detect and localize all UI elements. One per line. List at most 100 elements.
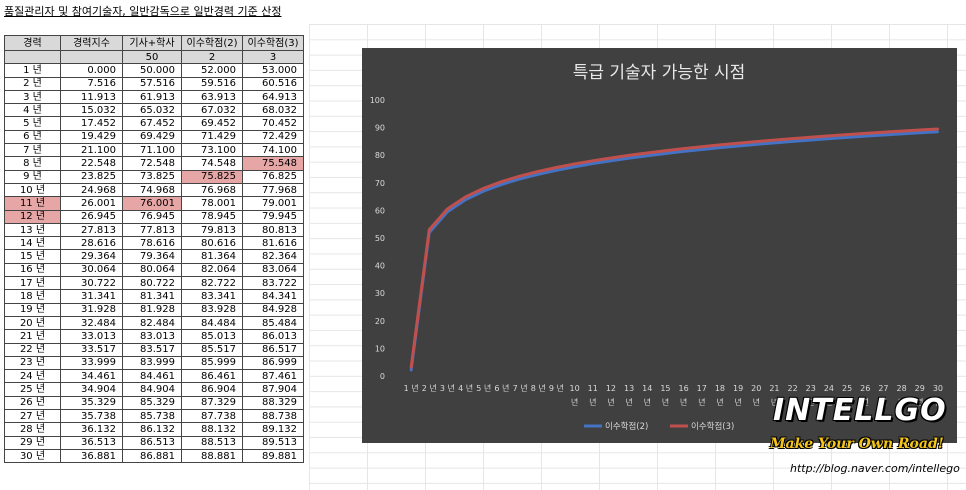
table-cell[interactable]: 74.100 [242,143,304,158]
table-cell[interactable]: 26.945 [60,209,123,224]
table-cell[interactable]: 11.913 [60,89,123,105]
table-cell[interactable]: 71.100 [122,143,182,158]
header-cell[interactable]: 이수학점(3) [242,35,304,51]
table-cell[interactable]: 33.517 [60,342,123,357]
table-cell[interactable]: 67.452 [122,116,182,131]
table-cell[interactable]: 59.516 [181,76,243,91]
header-cell[interactable]: 3 [242,49,304,65]
table-cell[interactable]: 81.341 [122,289,182,304]
table-cell[interactable]: 83.064 [242,262,304,278]
table-cell[interactable]: 61.913 [122,89,182,105]
table-cell[interactable]: 64.913 [242,89,304,105]
table-cell[interactable]: 15 년 [4,249,61,264]
table-cell[interactable]: 75.825 [181,169,243,184]
table-cell[interactable]: 7 년 [4,143,61,158]
table-cell[interactable]: 79.364 [122,249,182,264]
header-cell[interactable]: 기사+학사 [122,35,182,51]
table-cell[interactable]: 57.516 [122,76,182,91]
table-cell[interactable]: 29.364 [60,249,123,264]
table-cell[interactable]: 74.548 [181,156,243,171]
table-cell[interactable]: 77.813 [122,222,182,238]
table-cell[interactable]: 13 년 [4,222,61,238]
table-cell[interactable]: 89.513 [242,435,304,450]
table-cell[interactable]: 34.461 [60,369,123,384]
table-cell[interactable]: 85.517 [181,342,243,357]
table-cell[interactable]: 89.881 [242,448,304,464]
table-cell[interactable]: 86.013 [242,329,304,344]
table-cell[interactable]: 80.813 [242,222,304,238]
table-cell[interactable]: 50.000 [122,63,182,78]
table-cell[interactable]: 26.001 [60,196,123,211]
table-cell[interactable]: 85.013 [181,329,243,344]
table-cell[interactable]: 87.329 [181,395,243,411]
table-cell[interactable]: 84.461 [122,369,182,384]
table-cell[interactable]: 79.813 [181,222,243,238]
table-cell[interactable]: 87.904 [242,382,304,397]
table-cell[interactable]: 74.968 [122,182,182,198]
table-cell[interactable]: 3 년 [4,89,61,105]
table-cell[interactable]: 31.928 [60,302,123,317]
table-cell[interactable]: 73.100 [181,143,243,158]
header-cell[interactable] [4,49,61,65]
table-cell[interactable]: 76.968 [181,182,243,198]
table-cell[interactable]: 11 년 [4,196,61,211]
table-cell[interactable]: 85.329 [122,395,182,411]
table-cell[interactable]: 87.461 [242,369,304,384]
table-cell[interactable]: 82.364 [242,249,304,264]
table-cell[interactable]: 81.616 [242,236,304,251]
table-cell[interactable]: 8 년 [4,156,61,171]
table-cell[interactable]: 86.517 [242,342,304,357]
table-cell[interactable]: 24 년 [4,369,61,384]
table-cell[interactable]: 89.132 [242,422,304,437]
table-cell[interactable]: 16 년 [4,262,61,278]
table-cell[interactable]: 14 년 [4,236,61,251]
table-cell[interactable]: 17 년 [4,276,61,291]
table-cell[interactable]: 84.904 [122,382,182,397]
table-cell[interactable]: 33.013 [60,329,123,344]
table-cell[interactable]: 83.013 [122,329,182,344]
table-cell[interactable]: 0.000 [60,63,123,78]
header-cell[interactable]: 경력 [4,35,61,51]
table-cell[interactable]: 52.000 [181,63,243,78]
table-cell[interactable]: 27 년 [4,409,61,424]
table-cell[interactable]: 73.825 [122,169,182,184]
table-cell[interactable]: 69.452 [181,116,243,131]
table-cell[interactable]: 88.513 [181,435,243,450]
table-cell[interactable]: 88.738 [242,409,304,424]
table-cell[interactable]: 86.881 [122,448,182,464]
header-cell[interactable]: 2 [181,49,243,65]
table-cell[interactable]: 19 년 [4,302,61,317]
table-cell[interactable]: 34.904 [60,382,123,397]
table-cell[interactable]: 88.132 [181,422,243,437]
table-cell[interactable]: 77.968 [242,182,304,198]
table-cell[interactable]: 86.904 [181,382,243,397]
table-cell[interactable]: 83.341 [181,289,243,304]
table-cell[interactable]: 75.548 [242,156,304,171]
table-cell[interactable]: 79.945 [242,209,304,224]
table-cell[interactable]: 21.100 [60,143,123,158]
table-cell[interactable]: 86.513 [122,435,182,450]
table-cell[interactable]: 28.616 [60,236,123,251]
table-cell[interactable]: 72.548 [122,156,182,171]
table-cell[interactable]: 17.452 [60,116,123,131]
table-cell[interactable]: 7.516 [60,76,123,91]
table-cell[interactable]: 78.945 [181,209,243,224]
table-cell[interactable]: 27.813 [60,222,123,238]
table-cell[interactable]: 85.999 [181,355,243,371]
table-cell[interactable]: 12 년 [4,209,61,224]
table-cell[interactable]: 88.329 [242,395,304,411]
table-cell[interactable]: 24.968 [60,182,123,198]
table-cell[interactable]: 20 년 [4,315,61,331]
table-cell[interactable]: 6 년 [4,129,61,145]
table-cell[interactable]: 76.945 [122,209,182,224]
table-cell[interactable]: 63.913 [181,89,243,105]
table-cell[interactable]: 78.001 [181,196,243,211]
table-cell[interactable]: 83.517 [122,342,182,357]
table-cell[interactable]: 18 년 [4,289,61,304]
table-cell[interactable]: 76.001 [122,196,182,211]
table-cell[interactable]: 35.738 [60,409,123,424]
table-cell[interactable]: 19.429 [60,129,123,145]
header-cell[interactable]: 경력지수 [60,35,123,51]
table-cell[interactable]: 65.032 [122,103,182,118]
